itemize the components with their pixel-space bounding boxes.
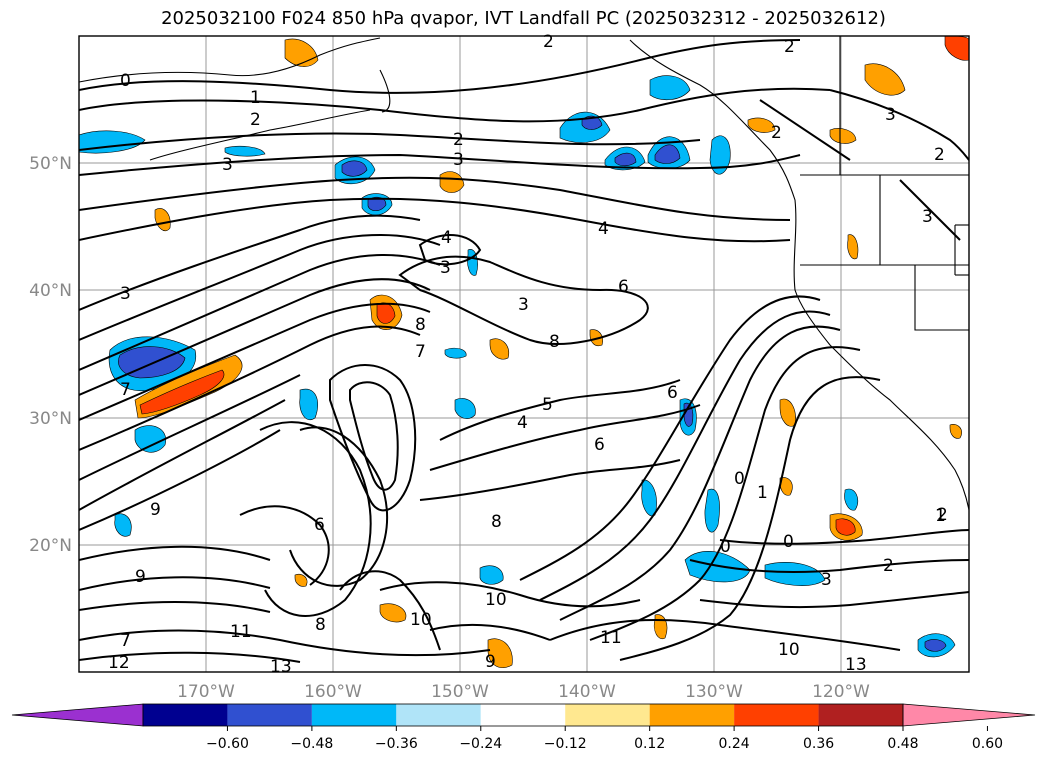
contour-label: 6 xyxy=(667,383,678,403)
contour-label: 8 xyxy=(315,615,326,635)
contour-label: 4 xyxy=(598,219,609,239)
lon-label-170w: 170°W xyxy=(177,682,235,702)
positive-anomaly-shading xyxy=(134,36,969,669)
contour-label: 2 xyxy=(543,32,554,52)
colorbar-tick-label: 0.36 xyxy=(803,736,834,752)
contour-label: 10 xyxy=(778,640,800,660)
contour-label: 7 xyxy=(120,631,131,651)
contour-label: 3 xyxy=(922,207,933,227)
contour-labels: 0 1 2 2 2 2 2 2 3 3 3 3 3 3 3 4 4 4 5 6 … xyxy=(108,32,948,677)
contour-label: 2 xyxy=(934,145,945,165)
colorbar-tick-label: −0.48 xyxy=(290,736,333,752)
contour-label: 8 xyxy=(491,512,502,532)
colorbar-tick-label: −0.24 xyxy=(459,736,502,752)
lon-label-150w: 150°W xyxy=(431,682,489,702)
colorbar-tick-label: −0.12 xyxy=(544,736,587,752)
map-title: 2025032100 F024 850 hPa qvapor, IVT Land… xyxy=(161,8,886,29)
contour-label: 3 xyxy=(120,284,131,304)
colorbar: −0.60 −0.48 −0.36 −0.24 −0.12 0.12 0.24 0.36 0.4… xyxy=(11,703,1036,752)
contour-label: 3 xyxy=(440,258,451,278)
contour-label: 2 xyxy=(784,37,795,57)
contour-label: 1 xyxy=(757,483,768,503)
colorbar-tick-label: −0.60 xyxy=(206,736,249,752)
contour-label: 7 xyxy=(415,342,426,362)
contour-label: 6 xyxy=(314,515,325,535)
contour-label: 6 xyxy=(594,435,605,455)
contour-label: 6 xyxy=(618,277,629,297)
contour-label: 9 xyxy=(485,652,496,672)
contour-label: 7 xyxy=(120,380,131,400)
contour-label: 10 xyxy=(485,590,507,610)
ivt-contours xyxy=(79,39,969,663)
colorbar-segment xyxy=(311,704,397,726)
contour-label: 2 xyxy=(250,110,261,130)
contour-label: 10 xyxy=(410,610,432,630)
colorbar-tick-label: 0.48 xyxy=(887,736,918,752)
contour-label: 11 xyxy=(230,622,252,642)
contour-label: 3 xyxy=(821,570,832,590)
contour-label: 1 xyxy=(250,88,261,108)
contour-label: 0 xyxy=(120,71,131,91)
contour-label: 3 xyxy=(222,155,233,175)
colorbar-segment xyxy=(818,704,903,726)
colorbar-tick-label: 0.24 xyxy=(719,736,750,752)
lat-label-40n: 40°N xyxy=(29,281,72,301)
contour-label: 13 xyxy=(270,657,292,677)
contour-label: 2 xyxy=(883,556,894,576)
contour-label: 3 xyxy=(885,105,896,125)
contour-label: 11 xyxy=(600,628,622,648)
contour-label: 3 xyxy=(453,150,464,170)
colorbar-segment xyxy=(480,704,566,726)
colorbar-extend-high xyxy=(902,703,1036,727)
colorbar-extend-low xyxy=(11,703,144,727)
lon-label-120w: 120°W xyxy=(812,682,870,702)
contour-label: 12 xyxy=(108,653,130,673)
contour-label: 2 xyxy=(771,123,782,143)
contour-label: 1 xyxy=(935,506,946,526)
contour-label: 13 xyxy=(845,655,867,675)
contour-label: 8 xyxy=(549,332,560,352)
contour-label: 0 xyxy=(734,469,745,489)
contour-label: 3 xyxy=(518,295,529,315)
latitude-labels: 50°N 40°N 30°N 20°N xyxy=(29,154,72,556)
colorbar-frame xyxy=(142,703,904,727)
colorbar-tick-label: 0.60 xyxy=(972,736,1003,752)
contour-label: 4 xyxy=(441,228,452,248)
lat-label-30n: 30°N xyxy=(29,409,72,429)
contour-label: 0 xyxy=(783,532,794,552)
contour-label: 2 xyxy=(937,505,948,525)
lat-label-20n: 20°N xyxy=(29,536,72,556)
contour-label: 0 xyxy=(720,537,731,557)
map-frame xyxy=(78,35,970,673)
colorbar-segment xyxy=(565,704,650,726)
lon-label-140w: 140°W xyxy=(558,682,616,702)
contour-label: 5 xyxy=(542,395,553,415)
lon-label-130w: 130°W xyxy=(685,682,743,702)
contour-label: 9 xyxy=(150,500,161,520)
colorbar-segment xyxy=(734,704,819,726)
contour-label: 9 xyxy=(135,567,146,587)
lon-label-160w: 160°W xyxy=(304,682,362,702)
colorbar-segment xyxy=(227,704,312,726)
colorbar-segment xyxy=(143,704,228,726)
longitude-labels: 170°W 160°W 150°W 140°W 130°W 120°W xyxy=(177,682,870,702)
coastlines xyxy=(79,36,969,511)
lat-label-50n: 50°N xyxy=(29,154,72,174)
negative-anomaly-shading xyxy=(79,75,956,658)
contour-label: 2 xyxy=(453,130,464,150)
colorbar-segment xyxy=(649,704,735,726)
colorbar-tick-label: −0.36 xyxy=(375,736,418,752)
contour-label: 8 xyxy=(415,315,426,335)
colorbar-tick-label: 0.12 xyxy=(634,736,665,752)
contour-label: 4 xyxy=(517,413,528,433)
colorbar-segment xyxy=(396,704,481,726)
